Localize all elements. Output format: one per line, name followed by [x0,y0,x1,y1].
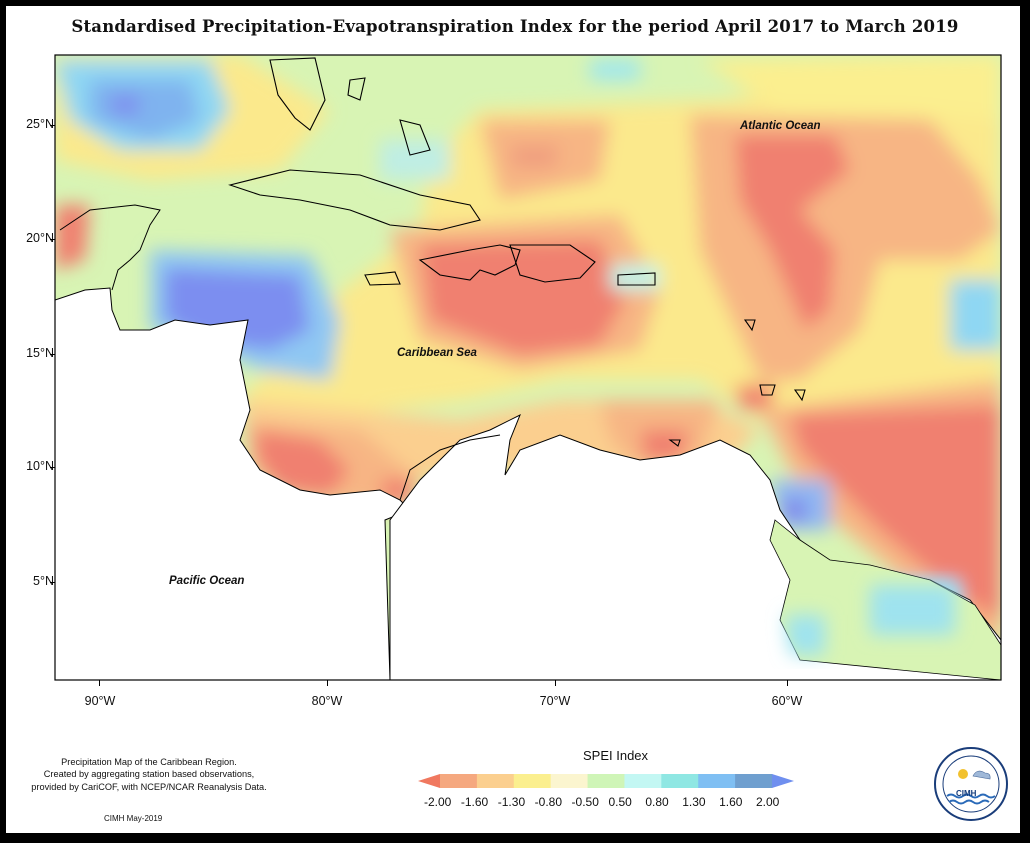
footnote-line: provided by CariCOF, with NCEP/NCAR Rean… [31,781,267,792]
legend-value: 0.50 [608,795,632,809]
legend-value: -2.00 [424,795,452,809]
cimh-logo [934,747,1008,821]
lat-tick [50,582,55,583]
legend-value: 1.60 [719,795,743,809]
lat-label-20n: 20°N [26,231,54,245]
legend-value: -1.60 [460,795,489,809]
lon-label-80w: 80°W [311,694,343,708]
lat-tick [50,467,55,468]
legend-swatch-min [418,774,440,788]
legend-swatch [513,774,552,788]
legend-value: -0.80 [534,795,563,809]
legend-swatch [550,774,589,788]
legend-swatch [587,774,625,788]
legend-title: SPEI Index [583,748,649,763]
footnote-line: Created by aggregating station based obs… [43,769,255,780]
lat-tick [50,125,55,126]
lat-label-5n: 5°N [33,574,54,588]
guianas-wet [785,585,955,655]
lat-tick [50,239,55,240]
legend-value: -0.50 [571,795,599,809]
caribbean-sea-label: Caribbean Sea [397,347,477,359]
legend-value: 1.30 [682,795,706,809]
lat-label-10n: 10°N [26,459,54,473]
map-border [54,54,1002,681]
lon-tick [787,680,788,686]
coastline [59,204,501,501]
lat-tick [50,354,55,355]
credit-text: CIMH May-2019 [104,814,163,823]
map-title: Standardised Precipitation-Evapotranspir… [71,17,959,36]
legend-colorbar [418,774,794,788]
legend-value: 0.80 [645,795,669,809]
legend-swatch [735,774,773,788]
lat-label-25n: 25°N [26,117,54,131]
lon-tick [555,680,556,686]
atlantic-ocean-label: Atlantic Ocean [740,120,821,132]
lon-tick [327,680,328,686]
legend-swatch [661,774,699,788]
legend-swatch [698,774,736,788]
legend-value: -1.30 [497,795,526,809]
lon-label-60w: 60°W [771,694,803,708]
footnote-line: Precipitation Map of the Caribbean Regio… [61,757,237,767]
legend-swatch [624,774,662,788]
legend-swatch [440,774,478,788]
lon-tick [99,680,100,686]
legend-swatch-max [772,774,794,788]
legend-value: 2.00 [756,795,780,809]
pacific-ocean-label: Pacific Ocean [169,575,245,587]
spei-field [55,55,1001,680]
footnote: Precipitation Map of the Caribbean Regio… [8,756,290,793]
lon-label-70w: 70°W [539,694,571,708]
logo-text: CIMH [956,789,977,798]
islands [228,57,806,447]
legend-swatch [476,774,515,788]
lat-label-15n: 15°N [26,346,54,360]
lon-label-90w: 90°W [84,694,116,708]
